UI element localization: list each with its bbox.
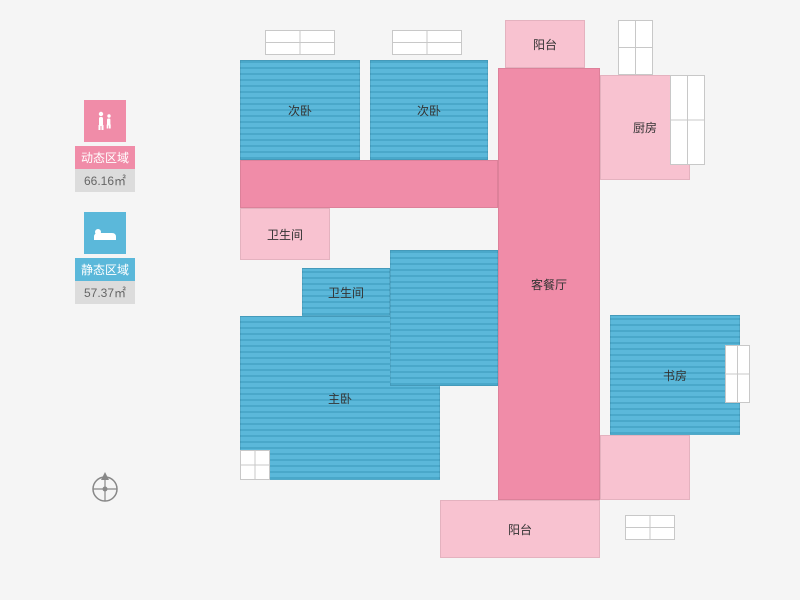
legend-dynamic: 动态区域 66.16㎡ [75, 100, 135, 192]
room-study-balcony [600, 435, 690, 500]
room-label: 厨房 [633, 119, 657, 136]
sleep-icon [84, 212, 126, 254]
window-5 [625, 515, 675, 540]
window-1 [392, 30, 462, 55]
window-2 [618, 20, 653, 75]
window-4 [725, 345, 750, 403]
legend-static: 静态区域 57.37㎡ [75, 212, 135, 304]
legend: 动态区域 66.16㎡ 静态区域 57.37㎡ [75, 100, 135, 324]
room-corridor [240, 160, 498, 208]
room-label: 主卧 [328, 390, 352, 407]
room-label: 客餐厅 [531, 276, 567, 293]
room-label: 卫生间 [328, 284, 364, 301]
room-label: 次卧 [288, 102, 312, 119]
room-balcony-bottom: 阳台 [440, 500, 600, 558]
legend-static-label: 静态区域 [75, 258, 135, 281]
legend-dynamic-value: 66.16㎡ [75, 169, 135, 192]
room-hall-inset [390, 250, 498, 386]
legend-static-value: 57.37㎡ [75, 281, 135, 304]
room-bath2: 卫生间 [302, 268, 390, 316]
compass-icon [88, 470, 122, 504]
room-living: 客餐厅 [498, 68, 600, 500]
window-0 [265, 30, 335, 55]
floorplan: 阳台厨房客餐厅次卧次卧卫生间卫生间主卧阳台书房 [230, 20, 760, 580]
people-icon [84, 100, 126, 142]
room-balcony-top: 阳台 [505, 20, 585, 68]
room-bed2a: 次卧 [240, 60, 360, 160]
window-3 [670, 75, 705, 165]
legend-dynamic-label: 动态区域 [75, 146, 135, 169]
room-label: 卫生间 [267, 226, 303, 243]
room-bed2b: 次卧 [370, 60, 488, 160]
room-label: 阳台 [508, 521, 532, 538]
room-label: 书房 [663, 367, 687, 384]
room-study: 书房 [610, 315, 740, 435]
room-label: 次卧 [417, 102, 441, 119]
window-6 [240, 450, 270, 480]
room-bath1: 卫生间 [240, 208, 330, 260]
room-label: 阳台 [533, 36, 557, 53]
